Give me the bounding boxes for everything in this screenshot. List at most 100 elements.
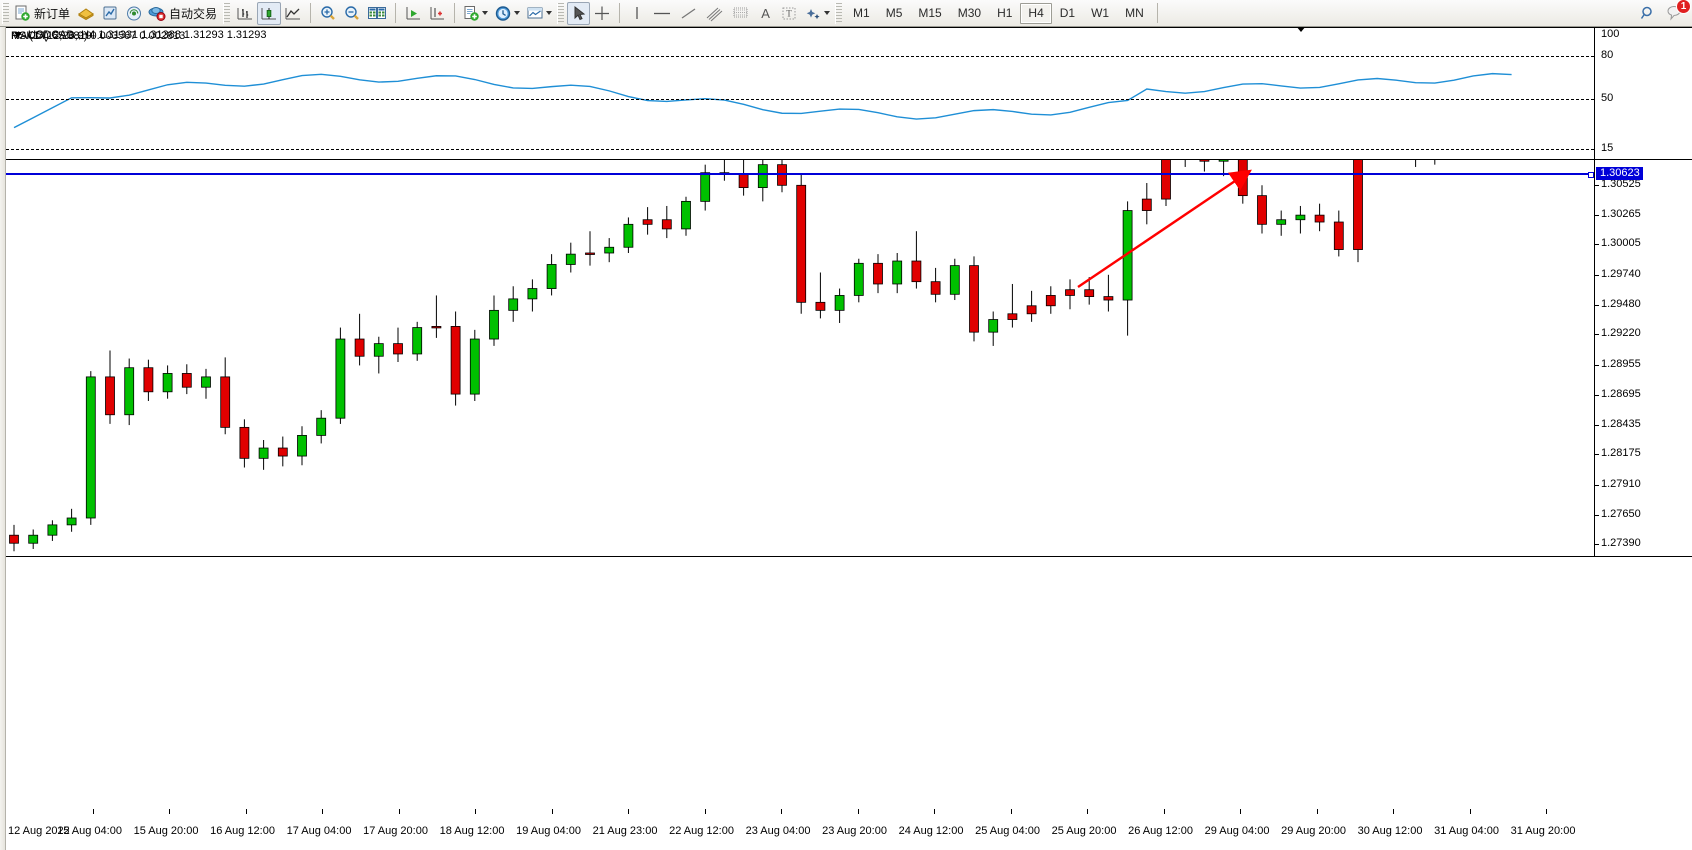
zoom-in-button[interactable] <box>316 2 340 25</box>
time-axis-labels: 12 Aug 2022 15 Aug 04:00 15 Aug 20:00 16 Au… <box>6 809 1594 850</box>
auto-trading-label: 自动交易 <box>169 6 218 21</box>
expert-advisor-icon <box>77 5 95 22</box>
time-axis-label: 31 Aug 04:00 <box>1434 825 1499 837</box>
indicators-dropdown-caret[interactable] <box>482 11 489 15</box>
equidistant-channel-icon <box>705 5 725 22</box>
search-icon <box>1639 5 1657 22</box>
toolbar-divider-5 <box>1156 3 1158 23</box>
chart-period-separator-arrow <box>14 32 22 38</box>
price-level-line[interactable] <box>6 172 1594 179</box>
objects-dropdown-caret[interactable] <box>824 11 831 15</box>
rsi-series <box>13 72 1512 129</box>
periods-button[interactable] <box>491 2 523 25</box>
time-axis-label: 26 Aug 12:00 <box>1128 825 1193 837</box>
price-tick-label: 1.30265 <box>1601 207 1641 220</box>
objects-button[interactable] <box>801 2 833 25</box>
rsi-tick-label: 50 <box>1601 92 1614 105</box>
time-axis[interactable]: 12 Aug 2022 15 Aug 04:00 15 Aug 20:00 16 Au… <box>6 809 1692 850</box>
price-tick-mark <box>1595 424 1599 426</box>
price-level-handle[interactable] <box>1588 172 1594 179</box>
time-axis-tick <box>1087 809 1088 814</box>
time-axis-tick <box>934 809 935 814</box>
templates-button[interactable] <box>523 2 555 25</box>
auto-scroll-button[interactable] <box>401 2 425 25</box>
auto-scroll-icon <box>404 5 422 22</box>
chart-left-grip[interactable] <box>0 27 6 850</box>
search-button[interactable] <box>1636 2 1660 25</box>
rsi-guide-line <box>6 99 1594 101</box>
line-chart-button[interactable] <box>281 2 305 25</box>
rsi-guide-line <box>6 149 1594 151</box>
time-axis-tick <box>1469 809 1471 814</box>
rsi-scale[interactable]: 100 80 50 15 <box>1594 28 1692 159</box>
auto-trading-button[interactable]: 自动交易 <box>146 2 221 25</box>
new-order-label: 新订单 <box>34 6 71 21</box>
notification-count: 1 <box>1676 0 1691 14</box>
line-chart-icon <box>284 5 302 22</box>
timeframe-h1[interactable]: H1 <box>997 6 1013 20</box>
time-axis-label: 25 Aug 20:00 <box>1051 825 1117 837</box>
toolbar-grip-timeframes[interactable] <box>835 2 843 24</box>
price-tick-label: 1.27390 <box>1601 537 1641 550</box>
price-tick-mark <box>1595 184 1599 186</box>
price-level-chip[interactable]: 1.30623 <box>1596 166 1643 180</box>
trendline-button[interactable] <box>676 2 702 25</box>
price-tick-mark <box>1595 334 1599 336</box>
candlestick-chart-button[interactable] <box>257 1 282 25</box>
toolbar-divider-1 <box>310 3 312 23</box>
time-axis-tick <box>92 809 94 814</box>
cursor-button[interactable] <box>567 1 591 25</box>
timeframe-w1[interactable]: W1 <box>1091 6 1110 20</box>
toolbar-grip-drawing[interactable] <box>557 2 565 24</box>
timeframe-m15[interactable]: M15 <box>918 6 942 20</box>
toolbar-grip-orders[interactable] <box>2 2 9 24</box>
price-tick-mark <box>1595 244 1599 246</box>
timeframe-m30[interactable]: M30 <box>957 6 982 20</box>
timeframe-mn[interactable]: MN <box>1125 6 1144 20</box>
toolbar-divider-2 <box>395 3 397 23</box>
indicators-button[interactable] <box>460 2 491 25</box>
equidistant-channel-button[interactable] <box>702 2 728 25</box>
time-axis-tick <box>551 809 553 814</box>
macd-label: MACD(12,26,9) 0.003567 0.002813 <box>11 30 186 42</box>
expert-advisor-button[interactable] <box>74 2 98 25</box>
bar-chart-button[interactable] <box>233 2 257 25</box>
templates-dropdown-caret[interactable] <box>546 11 553 15</box>
rsi-label: RSI(14) 65.3819 <box>11 30 92 42</box>
zoom-out-button[interactable] <box>340 2 364 25</box>
time-axis-label: 31 Aug 20:00 <box>1510 825 1576 837</box>
new-order-button[interactable]: 新订单 <box>12 2 74 25</box>
toolbar-grip-charttype[interactable] <box>223 2 231 24</box>
market-watch-button[interactable] <box>98 2 122 25</box>
time-axis-tick <box>1393 809 1394 814</box>
timeframe-m1[interactable]: M1 <box>853 6 870 20</box>
vertical-line-button[interactable] <box>625 2 648 25</box>
fibonacci-retracement-button[interactable] <box>728 2 754 25</box>
zoom-out-icon <box>343 5 361 22</box>
data-window-button[interactable] <box>364 2 390 25</box>
timeframe-h4[interactable]: H4 <box>1020 2 1052 24</box>
time-axis-tick <box>1316 809 1318 814</box>
svg-text:T: T <box>786 8 792 18</box>
fibonacci-retracement-icon <box>731 5 751 22</box>
rsi-pane[interactable]: RSI(14) 65.3819 100 80 50 15 <box>6 27 1692 160</box>
signals-button[interactable] <box>122 2 146 25</box>
time-axis-tick <box>398 809 400 814</box>
time-axis-label: 29 Aug 04:00 <box>1204 825 1270 837</box>
timeframe-d1[interactable]: D1 <box>1059 6 1076 20</box>
horizontal-line-button[interactable] <box>648 2 676 25</box>
price-tick-label: 1.30005 <box>1601 237 1641 250</box>
price-tick-label: 1.28175 <box>1601 447 1641 460</box>
text-label-button[interactable]: T <box>777 2 801 25</box>
periods-dropdown-caret[interactable] <box>514 11 521 15</box>
rsi-plot-area[interactable]: RSI(14) 65.3819 <box>6 28 1594 159</box>
notifications-button[interactable]: 1 <box>1660 0 1692 25</box>
chart-shift-button[interactable] <box>425 2 449 25</box>
templates-icon <box>526 5 544 22</box>
crosshair-button[interactable] <box>590 2 614 25</box>
data-window-icon <box>367 5 387 22</box>
time-axis-label: 30 Aug 12:00 <box>1357 825 1423 837</box>
text-button[interactable]: A <box>754 2 777 25</box>
timeframe-m5[interactable]: M5 <box>885 6 903 20</box>
time-axis-label: 29 Aug 20:00 <box>1281 825 1346 837</box>
